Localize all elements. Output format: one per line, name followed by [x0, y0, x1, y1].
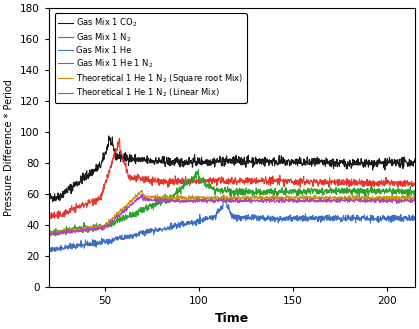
Theoretical 1 He 1 N$_2$ (Square root Mix) — [108, 219, 113, 223]
Gas Mix 1 N$_2$ — [239, 177, 244, 181]
Y-axis label: Pressure Difference * Period: Pressure Difference * Period — [4, 79, 14, 216]
Gas Mix 1 CO$_2$ — [247, 159, 252, 163]
Gas Mix 1 He 1 N$_2$ — [205, 182, 210, 186]
Gas Mix 1 He 1 N$_2$ — [196, 168, 201, 172]
Theoretical 1 He 1 N$_2$ (Square root Mix) — [95, 225, 100, 229]
Gas Mix 1 He — [412, 217, 417, 221]
Gas Mix 1 CO$_2$ — [95, 168, 100, 172]
Theoretical 1 He 1 N$_2$ (Square root Mix) — [239, 196, 244, 200]
Gas Mix 1 N$_2$ — [46, 214, 51, 218]
Gas Mix 1 He — [247, 215, 252, 219]
Gas Mix 1 He — [170, 227, 175, 231]
Line: Gas Mix 1 He: Gas Mix 1 He — [49, 195, 415, 252]
Gas Mix 1 N$_2$ — [247, 179, 252, 183]
Gas Mix 1 He — [108, 240, 113, 244]
Gas Mix 1 N$_2$ — [170, 180, 175, 184]
Legend: Gas Mix 1 CO$_2$, Gas Mix 1 N$_2$, Gas Mix 1 He, Gas Mix 1 He 1 N$_2$, Theoretic: Gas Mix 1 CO$_2$, Gas Mix 1 N$_2$, Gas M… — [54, 13, 247, 103]
Gas Mix 1 He — [205, 215, 210, 219]
Gas Mix 1 He 1 N$_2$ — [46, 233, 51, 237]
Gas Mix 1 N$_2$ — [412, 181, 417, 185]
Line: Gas Mix 1 He 1 N$_2$: Gas Mix 1 He 1 N$_2$ — [49, 170, 415, 236]
Theoretical 1 He 1 N$_2$ (Linear Mix) — [95, 226, 100, 230]
Gas Mix 1 He 1 N$_2$ — [239, 191, 244, 195]
Theoretical 1 He 1 N$_2$ (Linear Mix) — [239, 199, 244, 203]
Gas Mix 1 He — [48, 250, 53, 254]
Line: Gas Mix 1 CO$_2$: Gas Mix 1 CO$_2$ — [49, 136, 415, 202]
Theoretical 1 He 1 N$_2$ (Linear Mix) — [48, 234, 53, 238]
Gas Mix 1 He 1 N$_2$ — [412, 188, 417, 192]
Theoretical 1 He 1 N$_2$ (Square root Mix) — [140, 189, 145, 192]
Theoretical 1 He 1 N$_2$ (Square root Mix) — [205, 195, 210, 199]
Gas Mix 1 N$_2$ — [49, 216, 54, 220]
Line: Theoretical 1 He 1 N$_2$ (Linear Mix): Theoretical 1 He 1 N$_2$ (Linear Mix) — [49, 194, 415, 236]
Theoretical 1 He 1 N$_2$ (Linear Mix) — [247, 197, 252, 201]
Theoretical 1 He 1 N$_2$ (Square root Mix) — [412, 197, 417, 201]
Gas Mix 1 N$_2$ — [117, 137, 122, 140]
Theoretical 1 He 1 N$_2$ (Square root Mix) — [170, 195, 175, 199]
Gas Mix 1 CO$_2$ — [170, 163, 175, 166]
Theoretical 1 He 1 N$_2$ (Linear Mix) — [46, 234, 51, 238]
Line: Theoretical 1 He 1 N$_2$ (Square root Mix): Theoretical 1 He 1 N$_2$ (Square root Mi… — [49, 190, 415, 234]
Gas Mix 1 CO$_2$ — [205, 161, 210, 165]
Theoretical 1 He 1 N$_2$ (Square root Mix) — [46, 231, 51, 235]
Theoretical 1 He 1 N$_2$ (Linear Mix) — [140, 192, 145, 196]
Theoretical 1 He 1 N$_2$ (Linear Mix) — [205, 199, 210, 203]
Gas Mix 1 N$_2$ — [95, 197, 100, 201]
Theoretical 1 He 1 N$_2$ (Linear Mix) — [170, 199, 175, 203]
Theoretical 1 He 1 N$_2$ (Square root Mix) — [247, 196, 252, 200]
Theoretical 1 He 1 N$_2$ (Linear Mix) — [108, 219, 113, 223]
Gas Mix 1 CO$_2$ — [46, 194, 51, 198]
Gas Mix 1 CO$_2$ — [239, 160, 244, 164]
Gas Mix 1 He 1 N$_2$ — [108, 221, 113, 225]
Gas Mix 1 He 1 N$_2$ — [95, 224, 100, 228]
Gas Mix 1 He 1 N$_2$ — [170, 193, 175, 197]
Gas Mix 1 He 1 N$_2$ — [53, 234, 58, 238]
Gas Mix 1 He — [239, 215, 244, 218]
Gas Mix 1 He 1 N$_2$ — [247, 188, 252, 191]
Line: Gas Mix 1 N$_2$: Gas Mix 1 N$_2$ — [49, 139, 415, 218]
Gas Mix 1 CO$_2$ — [109, 143, 114, 147]
Gas Mix 1 N$_2$ — [108, 164, 113, 168]
Theoretical 1 He 1 N$_2$ (Linear Mix) — [412, 200, 417, 204]
Gas Mix 1 He — [221, 193, 226, 197]
Gas Mix 1 CO$_2$ — [106, 134, 111, 138]
Gas Mix 1 N$_2$ — [205, 178, 210, 182]
Gas Mix 1 He — [95, 242, 100, 246]
Theoretical 1 He 1 N$_2$ (Square root Mix) — [49, 232, 54, 236]
Gas Mix 1 He — [46, 249, 51, 253]
Gas Mix 1 CO$_2$ — [412, 157, 417, 161]
X-axis label: Time: Time — [215, 312, 249, 325]
Gas Mix 1 CO$_2$ — [50, 200, 55, 204]
